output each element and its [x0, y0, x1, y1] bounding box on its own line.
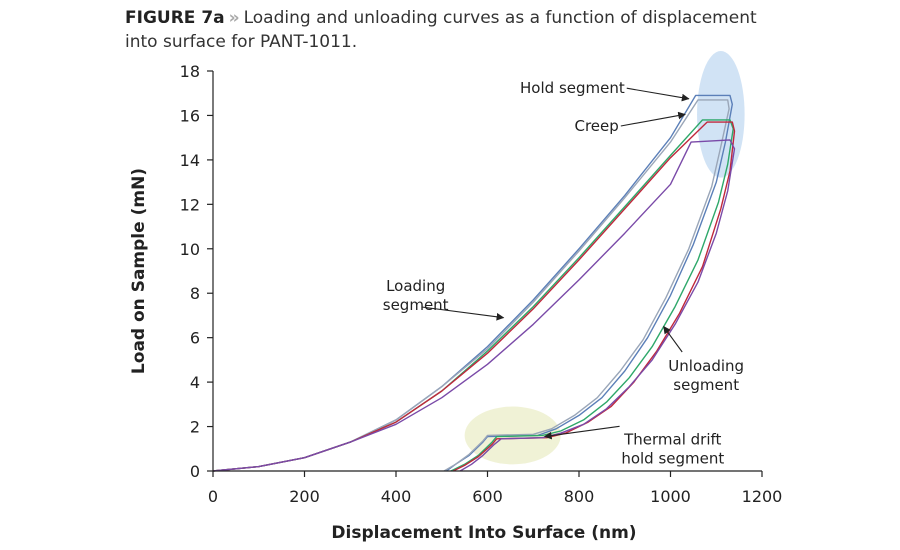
x-tick-label: 600	[472, 487, 503, 506]
annotations: Hold segment Creep Loading segment Unloading…	[383, 79, 744, 467]
annotation-label-3: Loading segment	[383, 277, 449, 314]
caption-separator: »	[228, 8, 240, 28]
x-tick-label: 800	[564, 487, 595, 506]
y-tick-label: 10	[180, 240, 200, 259]
y-tick-label: 14	[180, 151, 200, 170]
x-axis-title: Displacement Into Surface (nm)	[331, 523, 636, 543]
y-tick-label: 12	[180, 195, 200, 214]
x-tick-label: 400	[381, 487, 412, 506]
annotation-arrow-4	[663, 325, 683, 353]
x-tick-label: 1200	[742, 487, 783, 506]
y-tick-label: 8	[190, 284, 200, 303]
y-tick-label: 6	[190, 329, 200, 348]
y-tick-label: 2	[190, 418, 200, 437]
caption-text: Loading and unloading curves as a functi…	[125, 8, 757, 52]
series-line-2	[212, 99, 730, 472]
annotation-arrow-3	[421, 306, 505, 321]
annotation-arrow-2	[620, 111, 686, 127]
x-tick-label: 1000	[650, 487, 691, 506]
y-tick-label: 0	[190, 462, 200, 481]
highlight-region-1	[697, 51, 745, 178]
highlight-regions	[464, 51, 745, 465]
annotation-label-5: Thermal drift hold segment	[621, 430, 724, 467]
series-line-5	[212, 139, 736, 472]
series-line-3	[212, 119, 734, 472]
figure-caption: FIGURE 7a» Loading and unloading curves a…	[125, 6, 775, 54]
series-layer	[212, 94, 736, 472]
y-tick-label: 18	[180, 62, 200, 81]
annotation-arrow-5	[543, 425, 620, 440]
annotation-arrow-1	[626, 87, 690, 102]
x-tick-label: 200	[289, 487, 320, 506]
annotation-label-4: Unloading segment	[668, 357, 744, 394]
figure-label: FIGURE 7a	[125, 8, 225, 28]
y-axis-title: Load on Sample (mN)	[129, 168, 149, 374]
y-tick-label: 16	[180, 106, 200, 125]
y-tick-label: 4	[190, 373, 200, 392]
x-tick-label: 0	[208, 487, 218, 506]
series-line-1	[212, 94, 733, 472]
axes: 0 2 4 6 8 10 12 14 16 18 0 200 400 600 800 1000 1200	[180, 62, 783, 506]
annotation-label-1: Hold segment	[520, 79, 625, 97]
annotation-label-2: Creep	[575, 117, 619, 135]
